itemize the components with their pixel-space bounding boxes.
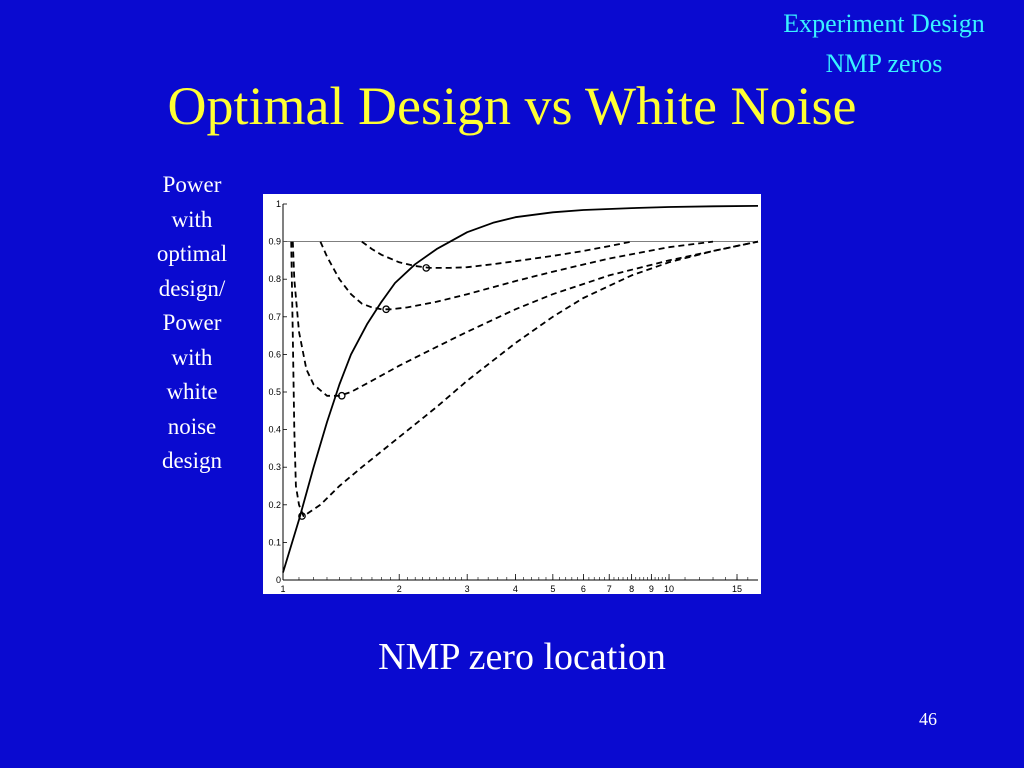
x-tick-label: 2	[397, 584, 402, 594]
x-tick-label: 9	[649, 584, 654, 594]
axes-layer: 0 0.1 0.2 0.3 0.4 0.5 0.6 0.7 0.8 0.9 1 1 2 3 4 5 6 7 8 9 10…	[268, 199, 758, 594]
slide-title: Optimal Design vs White Noise	[167, 76, 857, 136]
y-tick-label: 0.1	[268, 537, 281, 547]
y-tick-label: 0.4	[268, 425, 281, 435]
y-axis-label-line: design/	[158, 275, 226, 301]
chart-panel: 0 0.1 0.2 0.3 0.4 0.5 0.6 0.7 0.8 0.9 1 1 2 3 4 5 6 7 8 9 10…	[263, 194, 761, 594]
dashed-series-line	[290, 240, 759, 517]
x-tick-label: 5	[550, 584, 555, 594]
page-number: 46	[919, 709, 937, 729]
y-tick-label: 0.5	[268, 387, 281, 397]
data-point-marker	[382, 305, 390, 314]
y-axis-label-line: noise	[167, 413, 217, 439]
y-axis-label: Power with optimal design/ Power with wh…	[142, 168, 242, 479]
x-tick-label: 6	[581, 584, 586, 594]
y-tick-label: 0.2	[268, 500, 281, 510]
x-tick-label: 7	[607, 584, 612, 594]
y-axis-label-line: with	[171, 206, 213, 232]
y-tick-label: 0.3	[268, 462, 281, 472]
dashed-series-line	[291, 240, 759, 397]
y-tick-label: 1	[276, 199, 281, 209]
y-tick-label: 0.8	[268, 274, 281, 284]
data-point-marker	[422, 264, 431, 272]
dashed-series-line	[319, 240, 714, 311]
x-tick-label: 15	[732, 584, 742, 594]
section-label: Experiment Design NMP zeros	[754, 4, 1014, 84]
section-label-line1: Experiment Design	[783, 9, 985, 38]
y-tick-label: 0	[276, 575, 281, 585]
x-tick-label: 10	[664, 584, 674, 594]
x-tick-label: 4	[513, 584, 518, 594]
y-tick-label: 0.9	[268, 237, 281, 247]
dashed-series-line	[361, 240, 632, 269]
y-tick-label: 0.6	[268, 349, 281, 359]
data-point-marker	[298, 512, 306, 520]
chart: 0 0.1 0.2 0.3 0.4 0.5 0.6 0.7 0.8 0.9 1 1 2 3 4 5 6 7 8 9 10…	[268, 199, 759, 594]
y-tick-label: 0.7	[268, 312, 281, 322]
x-tick-label: 3	[465, 584, 470, 594]
y-axis-label-line: with	[171, 344, 213, 370]
x-tick-label: 1	[280, 584, 285, 594]
y-axis-label-line: Power	[162, 310, 222, 335]
section-label-line2: NMP zeros	[825, 49, 943, 78]
y-axis-label-line: white	[166, 379, 218, 404]
x-axis-label: NMP zero location	[378, 636, 666, 678]
x-tick-label: 8	[629, 584, 634, 594]
data-point-marker	[337, 391, 346, 400]
y-axis-label-line: optimal	[156, 241, 228, 266]
y-axis-label-line: Power	[162, 172, 222, 197]
solid-series-line	[282, 205, 759, 573]
y-axis-label-line: design	[161, 448, 223, 473]
marker-layer	[298, 264, 431, 520]
series-layer	[282, 205, 759, 573]
